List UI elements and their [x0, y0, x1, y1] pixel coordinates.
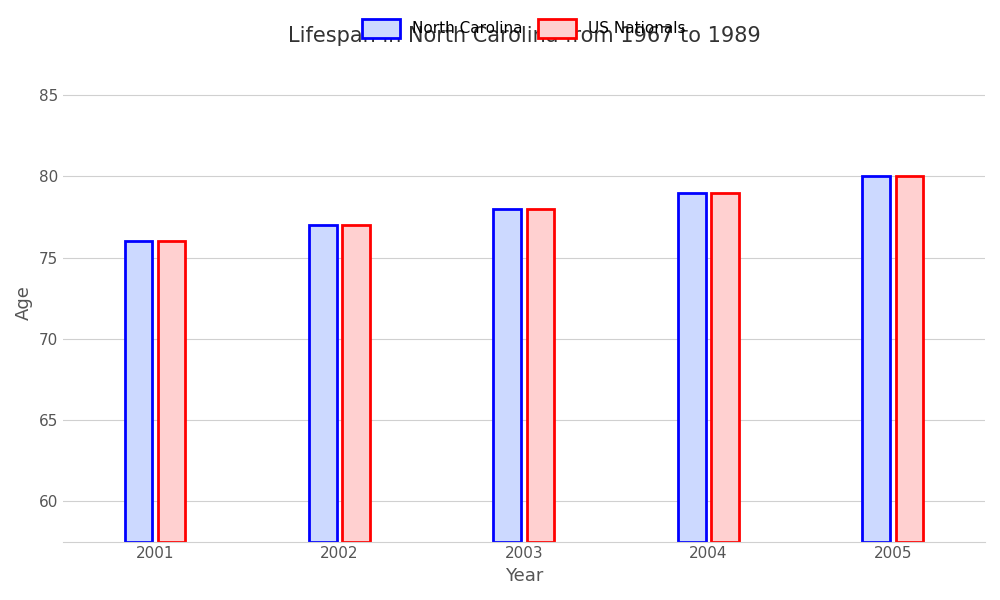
- Bar: [896, 176, 923, 542]
- X-axis label: Year: Year: [505, 567, 543, 585]
- Bar: [309, 225, 337, 542]
- Legend: North Carolina, US Nationals: North Carolina, US Nationals: [356, 13, 692, 44]
- Bar: [342, 225, 370, 542]
- Bar: [678, 193, 706, 542]
- Y-axis label: Age: Age: [15, 285, 33, 320]
- Bar: [527, 209, 554, 542]
- Bar: [158, 241, 185, 542]
- Bar: [711, 193, 739, 542]
- Bar: [125, 241, 152, 542]
- Title: Lifespan in North Carolina from 1967 to 1989: Lifespan in North Carolina from 1967 to …: [288, 26, 760, 46]
- Bar: [493, 209, 521, 542]
- Bar: [862, 176, 890, 542]
